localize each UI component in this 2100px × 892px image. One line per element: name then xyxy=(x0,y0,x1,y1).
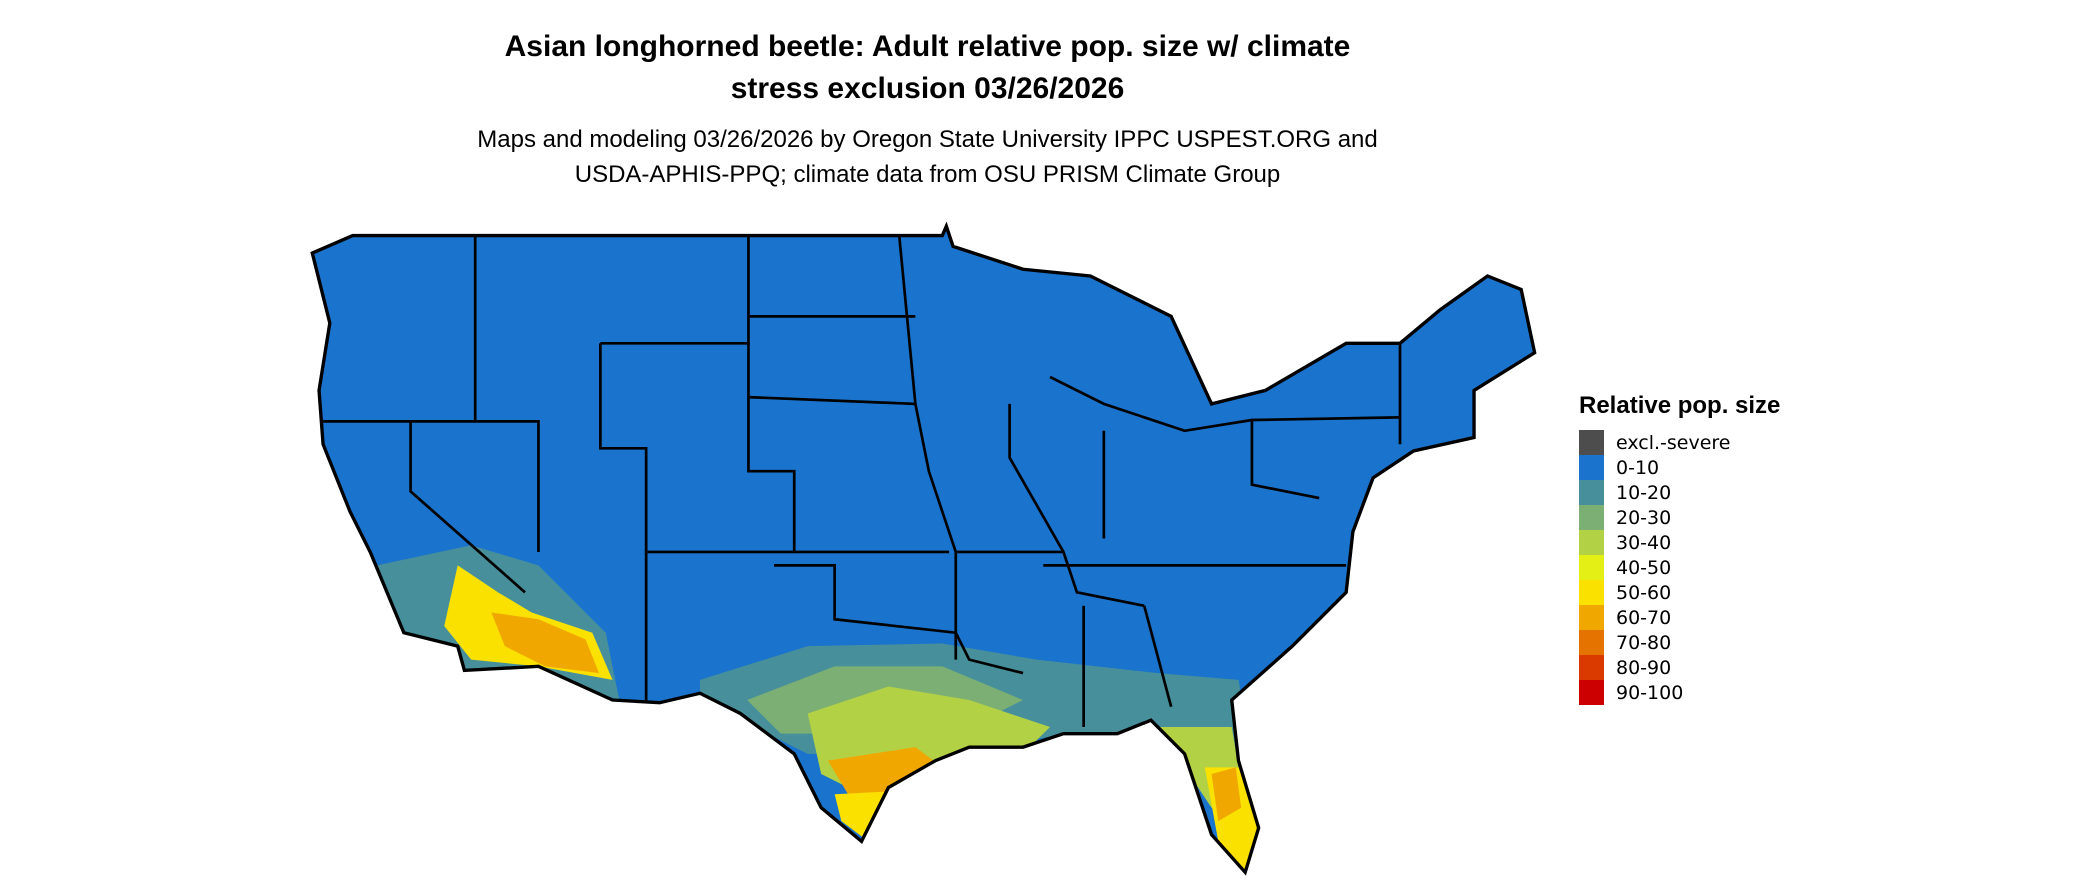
legend-item: 0-10 xyxy=(1579,455,1780,480)
legend-swatch xyxy=(1579,655,1604,680)
legend-swatch xyxy=(1579,605,1604,630)
region-50-60-texas xyxy=(834,791,889,842)
legend-label: excl.-severe xyxy=(1616,431,1731,454)
legend: Relative pop. size excl.-severe 0-10 10-20… xyxy=(1579,392,1780,705)
legend-label: 20-30 xyxy=(1616,506,1672,529)
legend-item: 20-30 xyxy=(1579,505,1780,530)
map-title-line1: Asian longhorned beetle: Adult relative … xyxy=(504,30,1351,63)
legend-item: 50-60 xyxy=(1579,580,1780,605)
legend-label: 60-70 xyxy=(1616,606,1672,629)
region-60-70-texas xyxy=(827,747,943,795)
legend-swatch xyxy=(1579,530,1604,555)
legend-label: 0-10 xyxy=(1616,456,1660,479)
legend-label: 90-100 xyxy=(1616,681,1684,704)
map-subtitle-line1: Maps and modeling 03/26/2026 by Oregon S… xyxy=(477,126,1378,153)
legend-item: 10-20 xyxy=(1579,480,1780,505)
legend-swatch xyxy=(1579,455,1604,480)
legend-swatch xyxy=(1579,680,1604,705)
legend-item: 80-90 xyxy=(1579,655,1780,680)
legend-swatch xyxy=(1579,430,1604,455)
region-60-70-florida xyxy=(1211,767,1242,822)
legend-label: 50-60 xyxy=(1616,581,1672,604)
map-title-line2: stress exclusion 03/26/2026 xyxy=(730,72,1125,105)
legend-swatch xyxy=(1579,505,1604,530)
legend-item: 60-70 xyxy=(1579,605,1780,630)
legend-item: 70-80 xyxy=(1579,630,1780,655)
legend-item: 90-100 xyxy=(1579,680,1780,705)
region-60-70-southwest xyxy=(491,612,600,674)
legend-item: 30-40 xyxy=(1579,530,1780,555)
legend-label: 30-40 xyxy=(1616,531,1672,554)
legend-swatch xyxy=(1579,580,1604,605)
legend-item: excl.-severe xyxy=(1579,430,1780,455)
legend-swatch xyxy=(1579,555,1604,580)
legend-label: 80-90 xyxy=(1616,656,1672,679)
legend-label: 10-20 xyxy=(1616,481,1672,504)
legend-swatch xyxy=(1579,480,1604,505)
legend-label: 70-80 xyxy=(1616,631,1672,654)
map-subtitle-line2: USDA-APHIS-PPQ; climate data from OSU PR… xyxy=(574,161,1281,188)
legend-label: 40-50 xyxy=(1616,556,1672,579)
legend-swatch xyxy=(1579,630,1604,655)
legend-item: 40-50 xyxy=(1579,555,1780,580)
state-borders xyxy=(323,235,1402,727)
legend-title: Relative pop. size xyxy=(1579,392,1781,419)
